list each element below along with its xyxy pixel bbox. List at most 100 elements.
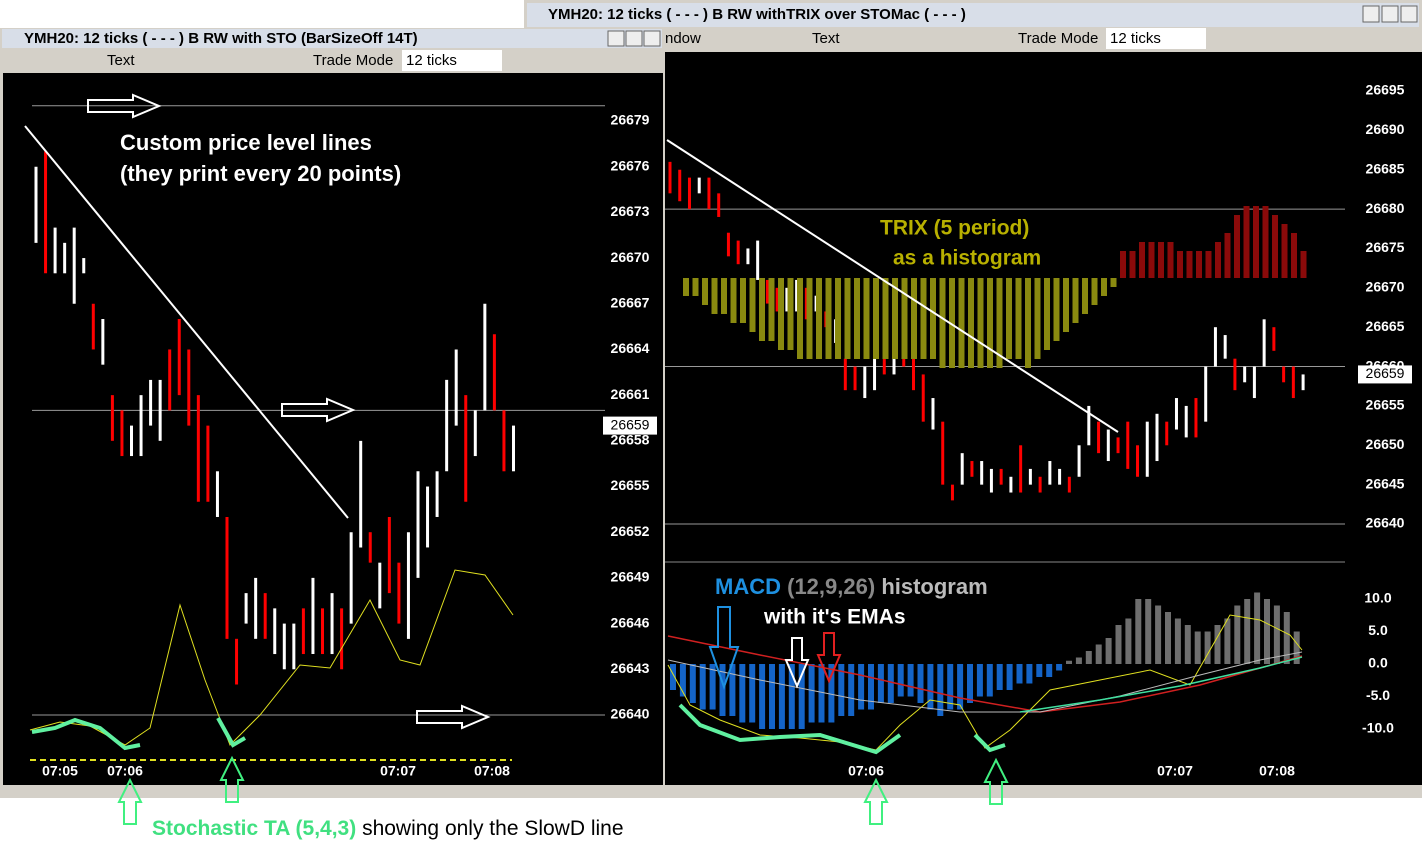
trix-bar xyxy=(797,278,803,359)
price-tick-label: 26643 xyxy=(611,660,650,676)
price-tick-label: 26649 xyxy=(611,569,650,585)
time-label: 07:06 xyxy=(848,763,884,779)
time-label: 07:05 xyxy=(42,763,78,779)
macd-label: MACD (12,9,26) histogram xyxy=(715,574,988,599)
toolbar-text[interactable]: Text xyxy=(107,52,135,69)
macd-bar xyxy=(679,664,686,697)
price-tick-label: 26640 xyxy=(611,706,650,722)
macd-bar xyxy=(709,664,716,710)
minimize[interactable] xyxy=(1362,5,1380,23)
maximize[interactable] xyxy=(625,30,643,47)
trix-bar xyxy=(911,278,917,359)
trix-bar xyxy=(1025,278,1031,368)
trix-bar xyxy=(996,278,1003,368)
time-label: 07:06 xyxy=(107,763,143,779)
trix-bar xyxy=(1101,278,1107,296)
price-tick-label: 26680 xyxy=(1366,200,1405,216)
macd-bar xyxy=(749,664,756,723)
toolbar-interval: 12 ticks xyxy=(406,52,457,69)
trix-bar xyxy=(1205,251,1212,278)
macd-bar xyxy=(858,664,865,710)
macd-params: (12,9,26) xyxy=(787,574,875,599)
macd-bar xyxy=(1273,605,1280,664)
trix-bar xyxy=(901,278,908,359)
macd-bar xyxy=(788,664,795,729)
ema-label: with it's EMAs xyxy=(763,606,906,629)
price-tick-label: 26667 xyxy=(611,294,650,310)
green-arrows xyxy=(117,755,1009,825)
macd-bar xyxy=(1174,618,1181,664)
price-tick-label: 26673 xyxy=(611,203,650,219)
trix-bar xyxy=(816,278,822,359)
left-title: YMH20: 12 ticks ( - - - ) B RW with STO … xyxy=(24,30,418,47)
trix-label: TRIX (5 period) xyxy=(880,217,1029,240)
trendline xyxy=(24,125,349,519)
price-tick-label: 26690 xyxy=(1366,121,1405,137)
macd-bar xyxy=(1234,605,1241,664)
trix-bar xyxy=(1091,278,1098,305)
trix-bar xyxy=(949,278,955,368)
macd-bar xyxy=(838,664,845,716)
last-price: 26659 xyxy=(611,416,650,432)
left-titlebar xyxy=(2,29,662,48)
macd-bar xyxy=(937,664,944,716)
trix-bar xyxy=(1082,278,1088,314)
close[interactable] xyxy=(1400,5,1418,23)
minimize[interactable] xyxy=(607,30,625,47)
trix-bar xyxy=(787,278,794,350)
trix-bar xyxy=(1262,206,1269,278)
trix-bar xyxy=(958,278,965,368)
interval-box[interactable] xyxy=(402,50,502,71)
macd-bar xyxy=(808,664,815,723)
macd-tick-label: -5.0 xyxy=(1366,687,1390,703)
trix-bar xyxy=(1234,215,1240,278)
red-arrow xyxy=(816,632,842,684)
trix-bar xyxy=(863,278,870,359)
trix-bar xyxy=(1224,233,1231,278)
macd-bar xyxy=(1016,664,1023,684)
trix-bar xyxy=(711,278,718,314)
macd-bar xyxy=(729,664,736,716)
price-tick-label: 26650 xyxy=(1366,436,1405,452)
trix-bar xyxy=(1253,206,1259,278)
maximize[interactable] xyxy=(1381,5,1399,23)
macd-bar xyxy=(1165,612,1171,664)
trix-bar xyxy=(1072,278,1079,323)
price-tick-label: 26661 xyxy=(611,386,650,402)
macd-bar xyxy=(1224,618,1231,664)
macd-bar xyxy=(1145,599,1152,664)
trix-bar xyxy=(1063,278,1069,332)
macd-bar xyxy=(1115,625,1122,664)
stoch: Stochastic TA (5,4,3) xyxy=(152,817,356,840)
macd-bar xyxy=(1125,618,1132,664)
slowd-line xyxy=(678,703,1006,755)
time-label: 07:08 xyxy=(474,763,510,779)
right-title: YMH20: 12 ticks ( - - - ) B RW withTRIX … xyxy=(548,6,966,23)
trix-bar xyxy=(1044,278,1050,350)
price-tick-label: 26646 xyxy=(611,614,650,630)
trix-bar xyxy=(920,278,927,359)
macd-bar xyxy=(1283,612,1290,664)
trix-bar xyxy=(977,278,984,368)
trix-bar xyxy=(930,278,936,359)
macd-rest: histogram xyxy=(881,574,987,599)
toolbar-mode[interactable]: Trade Mode xyxy=(1018,30,1098,47)
slowd-line xyxy=(31,717,247,751)
macd-bar xyxy=(967,664,973,703)
interval-box[interactable] xyxy=(1106,28,1206,49)
macd-tick-label: 5.0 xyxy=(1368,622,1388,638)
right-titlebar xyxy=(527,3,1419,27)
trix-bar xyxy=(1158,242,1164,278)
trix-bar xyxy=(882,278,889,359)
price-tick-label: 26655 xyxy=(1366,397,1405,413)
trix-bar xyxy=(1186,251,1193,278)
toolbar-text[interactable]: Text xyxy=(812,30,840,47)
time-label: 07:08 xyxy=(1259,763,1295,779)
macd-bar xyxy=(927,664,934,710)
scrollbar[interactable] xyxy=(665,785,1422,796)
white-arrow xyxy=(87,93,162,119)
close[interactable] xyxy=(643,30,661,47)
scrollbar[interactable] xyxy=(0,785,664,796)
toolbar-mode[interactable]: Trade Mode xyxy=(313,52,393,69)
